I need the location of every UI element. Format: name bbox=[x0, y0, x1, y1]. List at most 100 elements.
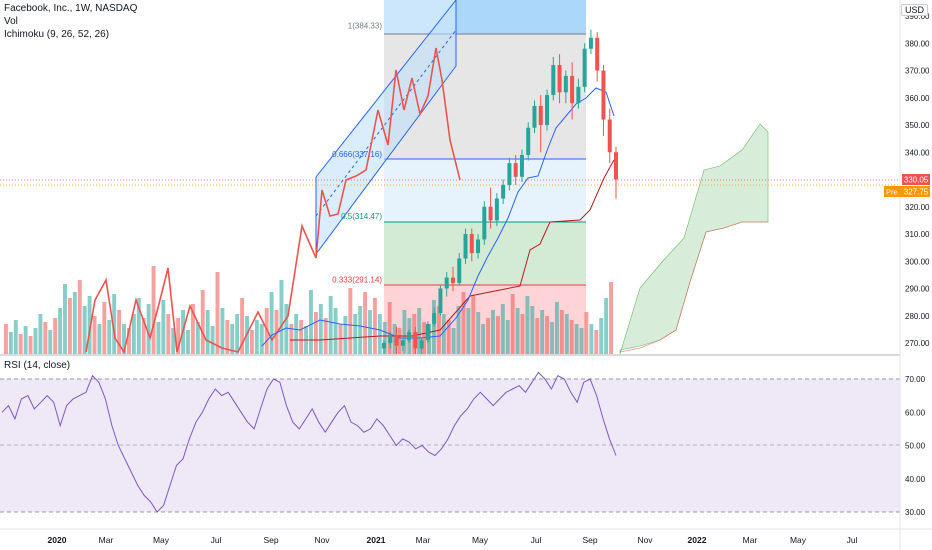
volume-legend[interactable]: Vol bbox=[4, 16, 18, 27]
volume-bar bbox=[402, 310, 407, 354]
volume-bar bbox=[525, 296, 530, 354]
rsi-axis[interactable]: 30.00 40.00 50.00 60.00 70.00 bbox=[905, 375, 926, 517]
candlesticks bbox=[382, 29, 618, 354]
price-tick-label: 300.00 bbox=[905, 257, 930, 266]
ichimoku-span-b bbox=[619, 221, 768, 353]
time-tick-label: Sep bbox=[263, 535, 278, 545]
candle-body bbox=[463, 234, 468, 259]
candle-body bbox=[438, 288, 443, 314]
time-axis[interactable]: 2020 Mar May Jul Sep Nov 2021 Mar May Jul Sep Nov 20… bbox=[48, 535, 858, 545]
volume-bar bbox=[126, 328, 131, 354]
currency-button[interactable]: USD bbox=[900, 4, 928, 16]
last-price-tag bbox=[902, 174, 930, 185]
candle-body bbox=[601, 70, 606, 120]
candle-body bbox=[488, 206, 493, 221]
volume-bar bbox=[28, 336, 33, 354]
volume-bar bbox=[190, 304, 195, 354]
candle-body bbox=[507, 163, 512, 185]
volume-bar bbox=[161, 300, 166, 354]
ichimoku-base-line bbox=[290, 159, 615, 341]
volume-bar bbox=[269, 292, 274, 354]
volume-bar bbox=[466, 308, 471, 354]
fib-level-label: 0.5(314.47) bbox=[341, 212, 382, 221]
volume-bar bbox=[481, 324, 486, 354]
rsi-line bbox=[1, 371, 617, 513]
ichimoku-legend[interactable]: Ichimoku (9, 26, 52, 26) bbox=[4, 29, 110, 40]
volume-bar bbox=[550, 322, 554, 354]
volume-bar bbox=[451, 328, 456, 354]
volume-bar bbox=[559, 310, 564, 354]
price-tick-label: 340.00 bbox=[905, 148, 930, 157]
volume-bar bbox=[53, 318, 58, 354]
candle-body bbox=[532, 105, 537, 128]
candle-body bbox=[513, 163, 518, 177]
volume-bar bbox=[67, 298, 72, 354]
volume-bar bbox=[43, 322, 48, 354]
candle-body bbox=[388, 334, 393, 343]
time-tick-label: May bbox=[153, 535, 170, 545]
volume-bar bbox=[328, 296, 333, 354]
volume-bar bbox=[72, 292, 77, 354]
volume-bar bbox=[382, 322, 387, 354]
volume-bar bbox=[117, 310, 122, 354]
price-tick-label: 380.00 bbox=[905, 39, 930, 48]
rsi-legend[interactable]: RSI (14, close) bbox=[4, 360, 71, 371]
volume-bar bbox=[309, 290, 313, 354]
candle-body bbox=[494, 198, 499, 221]
volume-bar bbox=[456, 306, 461, 354]
candle-body bbox=[457, 258, 462, 284]
volume-bar bbox=[87, 296, 92, 354]
rsi-tick-label: 40.00 bbox=[905, 475, 926, 484]
volume-bars bbox=[4, 266, 613, 354]
price-tick-label: 320.00 bbox=[905, 203, 930, 212]
candle-body bbox=[519, 154, 524, 177]
fib-level-label: 0.666(337.16) bbox=[332, 150, 382, 159]
rsi-pane bbox=[0, 371, 900, 513]
volume-bar bbox=[545, 316, 550, 354]
volume-bar bbox=[18, 334, 23, 354]
price-tick-label: 360.00 bbox=[905, 94, 930, 103]
volume-bar bbox=[82, 306, 87, 354]
candle-body bbox=[394, 334, 399, 346]
time-tick-label: Mar bbox=[99, 535, 114, 545]
volume-bar bbox=[417, 308, 422, 354]
time-tick-label: Jul bbox=[847, 535, 858, 545]
ichimoku-lagging-span bbox=[85, 47, 461, 354]
volume-bar bbox=[554, 302, 559, 354]
candle-body bbox=[607, 119, 612, 153]
volume-bar bbox=[249, 330, 254, 354]
ichimoku-conversion-line bbox=[261, 87, 615, 347]
volume-bar bbox=[318, 304, 323, 354]
candle-body bbox=[482, 206, 487, 240]
rsi-tick-label: 30.00 bbox=[905, 508, 926, 517]
candle-body bbox=[476, 239, 481, 254]
volume-bar bbox=[107, 320, 112, 354]
volume-bar bbox=[254, 320, 259, 354]
pre-price-tag bbox=[884, 186, 930, 197]
volume-bar bbox=[33, 328, 38, 354]
volume-bar bbox=[358, 306, 363, 354]
volume-bar bbox=[491, 310, 495, 354]
volume-bar bbox=[97, 324, 102, 354]
rsi-tick-label: 70.00 bbox=[905, 375, 926, 384]
fib-level-label: 1(384.33) bbox=[348, 21, 383, 30]
candle-body bbox=[570, 75, 575, 104]
pre-price-tag-text: 327.75 bbox=[904, 188, 929, 197]
volume-bar bbox=[353, 314, 358, 354]
volume-bar bbox=[446, 320, 451, 354]
volume-bar bbox=[348, 288, 353, 354]
volume-bar bbox=[343, 316, 348, 354]
volume-bar bbox=[63, 284, 67, 354]
symbol-legend[interactable]: Facebook, Inc., 1W, NASDAQ bbox=[4, 3, 138, 14]
candle-body bbox=[614, 152, 618, 180]
fib-labels: 1(384.33) 0.666(337.16) 0.5(314.47) 0.333(2… bbox=[332, 21, 382, 284]
candle-body bbox=[382, 343, 386, 349]
volume-bar bbox=[284, 304, 289, 354]
volume-bar bbox=[363, 292, 368, 354]
volume-bar bbox=[500, 304, 505, 354]
volume-bar bbox=[599, 318, 604, 354]
volume-bar bbox=[259, 324, 264, 354]
candle-body bbox=[595, 37, 600, 71]
rsi-tick-label: 60.00 bbox=[905, 408, 926, 417]
volume-bar bbox=[387, 302, 392, 354]
